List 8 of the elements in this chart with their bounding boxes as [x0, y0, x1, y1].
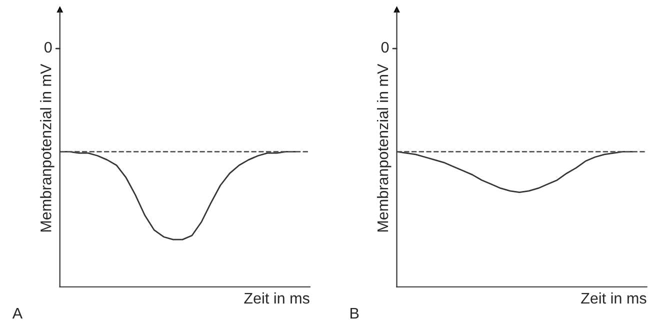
text: A	[12, 308, 23, 319]
text: B	[350, 308, 359, 319]
text: 0	[44, 42, 52, 53]
text: 0	[381, 42, 389, 53]
x-axis-title: Zeit in ms	[244, 292, 310, 304]
x-axis-title: Zeit in ms	[581, 292, 646, 304]
y-axis-title: Membranpotenzial in mV	[40, 64, 54, 232]
y-axis-title: Membranpotenzial in mV	[376, 64, 392, 232]
